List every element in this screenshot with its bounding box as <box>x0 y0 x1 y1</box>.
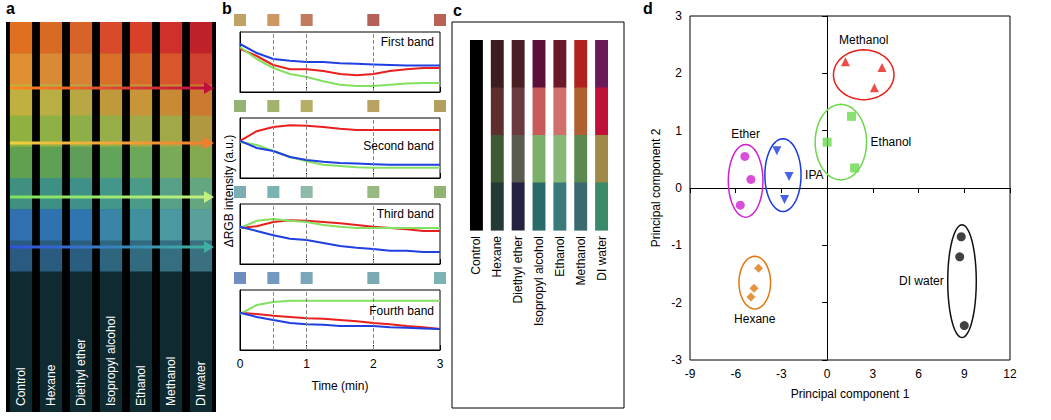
svg-text:Time (min): Time (min) <box>312 379 369 393</box>
svg-text:Ethanol: Ethanol <box>871 135 912 149</box>
svg-text:Ethanol: Ethanol <box>553 236 567 277</box>
svg-text:-9: -9 <box>685 367 696 381</box>
svg-text:Control: Control <box>469 236 483 275</box>
svg-text:Hexane: Hexane <box>734 312 776 326</box>
svg-text:Diethyl ether: Diethyl ether <box>74 339 88 406</box>
svg-text:Isopropyl alcohol: Isopropyl alcohol <box>104 316 118 406</box>
svg-text:3: 3 <box>437 357 444 371</box>
svg-text:Methanol: Methanol <box>574 236 588 285</box>
svg-text:6: 6 <box>915 367 922 381</box>
svg-text:-3: -3 <box>776 367 787 381</box>
svg-text:Methanol: Methanol <box>839 33 888 47</box>
svg-text:DI water: DI water <box>194 361 208 406</box>
svg-text:b: b <box>222 0 232 17</box>
svg-text:-1: -1 <box>671 238 682 252</box>
svg-text:c: c <box>453 2 462 19</box>
svg-text:0: 0 <box>675 181 682 195</box>
svg-text:Hexane: Hexane <box>490 236 504 278</box>
svg-text:Control: Control <box>14 367 28 406</box>
svg-text:DI water: DI water <box>595 236 609 281</box>
svg-text:2: 2 <box>675 66 682 80</box>
svg-text:d: d <box>643 0 653 17</box>
svg-text:-6: -6 <box>730 367 741 381</box>
svg-text:Principal component 2: Principal component 2 <box>649 128 663 247</box>
svg-text:3: 3 <box>675 9 682 23</box>
svg-text:ΔRGB intensity (a.u.): ΔRGB intensity (a.u.) <box>222 135 236 248</box>
svg-text:Fourth band: Fourth band <box>369 304 434 318</box>
svg-text:Methanol: Methanol <box>164 357 178 406</box>
svg-text:0: 0 <box>824 367 831 381</box>
svg-text:1: 1 <box>303 357 310 371</box>
svg-text:12: 12 <box>1003 367 1017 381</box>
svg-text:Ethanol: Ethanol <box>134 365 148 406</box>
svg-text:2: 2 <box>370 357 377 371</box>
svg-text:DI water: DI water <box>899 274 944 288</box>
svg-text:a: a <box>6 0 15 17</box>
svg-text:Diethyl ether: Diethyl ether <box>511 236 525 303</box>
svg-text:Principal component 1: Principal component 1 <box>791 387 910 401</box>
svg-text:Second band: Second band <box>363 139 434 153</box>
svg-text:0: 0 <box>237 357 244 371</box>
svg-text:3: 3 <box>870 367 877 381</box>
svg-text:Ether: Ether <box>731 127 760 141</box>
svg-text:9: 9 <box>961 367 968 381</box>
svg-text:1: 1 <box>675 124 682 138</box>
svg-text:Hexane: Hexane <box>44 364 58 406</box>
svg-text:First band: First band <box>381 35 434 49</box>
svg-text:-3: -3 <box>671 353 682 367</box>
svg-text:IPA: IPA <box>805 168 823 182</box>
svg-text:-2: -2 <box>671 296 682 310</box>
svg-text:Third band: Third band <box>377 207 434 221</box>
svg-text:Isopropyl alcohol: Isopropyl alcohol <box>532 236 546 326</box>
